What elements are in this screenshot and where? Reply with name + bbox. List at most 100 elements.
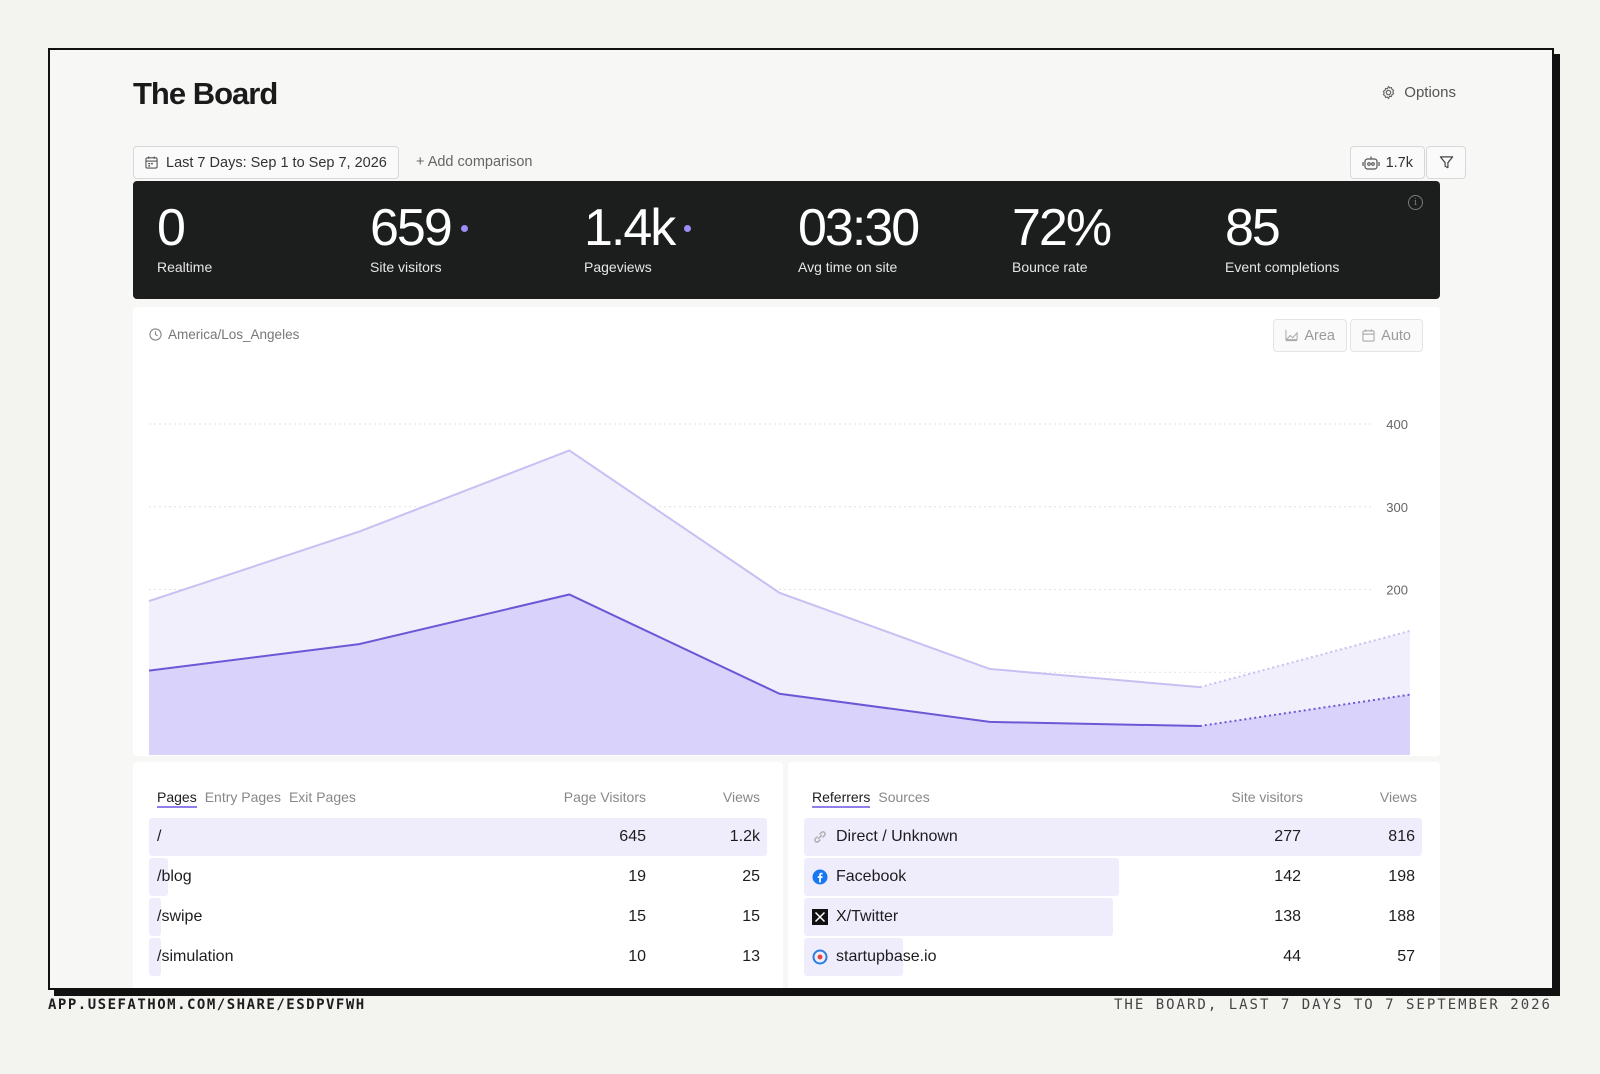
- stat-value: 0: [157, 199, 186, 257]
- options-label: Options: [1404, 84, 1456, 101]
- table-row[interactable]: X/Twitter 138 188: [804, 898, 1422, 936]
- filter-icon: [1439, 156, 1453, 169]
- bot-count: 1.7k: [1385, 154, 1413, 171]
- gear-icon: [1383, 85, 1395, 100]
- y-tick-label: 300: [1386, 500, 1408, 515]
- table-row[interactable]: Facebook 142 198: [804, 858, 1422, 896]
- info-icon[interactable]: i: [1408, 195, 1423, 210]
- robot-icon: [1361, 156, 1380, 170]
- stat-value: 72%: [1012, 199, 1112, 257]
- stat-label: Site visitors: [370, 259, 442, 275]
- dashboard-frame: The Board Options Last 7 Days: Sep 1 to …: [48, 48, 1554, 990]
- x-twitter-icon: [812, 909, 828, 925]
- stat-value: 03:30: [798, 199, 920, 257]
- series-line-partial: [1199, 629, 1411, 689]
- timezone-label: America/Los_Angeles: [149, 327, 299, 342]
- y-tick-label: 200: [1386, 583, 1408, 598]
- facebook-icon: [812, 869, 828, 885]
- stat-value: 85: [1225, 199, 1281, 257]
- area-chart-icon: [1285, 329, 1298, 342]
- referrers-panel: Referrers Sources Site visitors Views Di…: [788, 762, 1440, 988]
- calendar-icon: [145, 156, 158, 169]
- auto-interval-button[interactable]: Auto: [1350, 319, 1423, 352]
- tab-entry-pages[interactable]: Entry Pages: [204, 789, 281, 805]
- stat-event-completions[interactable]: 85 Event completions: [1225, 199, 1339, 275]
- tab-referrers[interactable]: Referrers: [812, 789, 871, 808]
- stat-realtime[interactable]: 0 Realtime: [157, 199, 212, 275]
- row-share-bar: [804, 858, 1120, 896]
- stat-value: 659: [370, 199, 453, 257]
- row-views: 198: [1388, 868, 1415, 885]
- col-views[interactable]: Views: [1379, 789, 1417, 805]
- stat-label: Pageviews: [584, 259, 652, 275]
- pages-panel: Pages Entry Pages Exit Pages Page Visito…: [133, 762, 783, 988]
- table-row[interactable]: / 645 1.2k: [149, 818, 767, 856]
- referrers-tabs: Referrers Sources: [812, 789, 930, 808]
- col-site-visitors[interactable]: Site visitors: [1231, 789, 1303, 805]
- row-share-bar: [804, 898, 1113, 936]
- stat-label: Event completions: [1225, 259, 1340, 275]
- row-label: startupbase.io: [836, 948, 937, 965]
- stat-label: Bounce rate: [1012, 259, 1088, 275]
- table-row[interactable]: /blog 19 25: [149, 858, 767, 896]
- col-page-visitors[interactable]: Page Visitors: [563, 789, 646, 805]
- area-chart-button[interactable]: Area: [1273, 319, 1347, 352]
- stat-site-visitors[interactable]: 659 Site visitors: [370, 199, 468, 275]
- row-label: /swipe: [157, 908, 203, 925]
- row-visitors: 645: [619, 828, 646, 845]
- tab-sources[interactable]: Sources: [878, 789, 930, 805]
- date-range-picker[interactable]: Last 7 Days: Sep 1 to Sep 7, 2026: [133, 146, 399, 179]
- stat-label: Realtime: [157, 259, 213, 275]
- table-row[interactable]: /simulation 10 13: [149, 938, 767, 976]
- series-line: [148, 449, 1200, 689]
- table-row[interactable]: startupbase.io 44 57: [804, 938, 1422, 976]
- add-comparison-button[interactable]: + Add comparison: [416, 154, 533, 170]
- auto-button-label: Auto: [1381, 327, 1411, 344]
- row-views: 25: [742, 868, 760, 885]
- row-label: X/Twitter: [836, 908, 899, 925]
- row-share-bar: [149, 898, 162, 936]
- series-dot: [460, 224, 468, 232]
- table-row[interactable]: Direct / Unknown 277 816: [804, 818, 1422, 856]
- row-views: 1.2k: [729, 828, 760, 845]
- row-visitors: 142: [1274, 868, 1301, 885]
- row-visitors: 19: [628, 868, 646, 885]
- series-line-partial: [1199, 693, 1411, 728]
- row-visitors: 15: [628, 908, 646, 925]
- stat-value: 1.4k: [584, 199, 676, 257]
- row-label: /simulation: [157, 948, 234, 965]
- bot-traffic-button[interactable]: 1.7k: [1349, 146, 1425, 179]
- row-visitors: 44: [1283, 948, 1301, 965]
- row-label: /: [157, 828, 162, 845]
- tab-pages[interactable]: Pages: [157, 789, 197, 808]
- stat-avg-time[interactable]: 03:30 Avg time on site: [798, 199, 920, 275]
- timezone-text: America/Los_Angeles: [168, 327, 300, 342]
- filter-button[interactable]: [1426, 146, 1466, 179]
- page-title: The Board: [133, 76, 278, 111]
- table-row[interactable]: /swipe 15 15: [149, 898, 767, 936]
- row-views: 13: [742, 948, 760, 965]
- stat-pageviews[interactable]: 1.4k Pageviews: [584, 199, 692, 275]
- row-visitors: 277: [1274, 828, 1301, 845]
- visitors-chart: 100200300400Sep 3, 2026Sep 5, 2026: [148, 417, 1411, 755]
- options-button[interactable]: Options: [1381, 84, 1456, 101]
- row-views: 188: [1388, 908, 1415, 925]
- y-tick-label: 400: [1386, 417, 1408, 432]
- series-area: [149, 594, 1410, 755]
- row-label: Direct / Unknown: [836, 828, 958, 845]
- col-views[interactable]: Views: [722, 789, 760, 805]
- footer-url: APP.USEFATHOM.COM/SHARE/ESDPVFWH: [48, 997, 366, 1013]
- date-range-label: Last 7 Days: Sep 1 to Sep 7, 2026: [166, 154, 387, 171]
- pages-tabs: Pages Entry Pages Exit Pages: [157, 789, 356, 808]
- link-icon: [812, 829, 828, 845]
- row-visitors: 10: [628, 948, 646, 965]
- series-line: [148, 593, 1200, 728]
- row-label: Facebook: [836, 868, 907, 885]
- row-views: 816: [1388, 828, 1415, 845]
- row-views: 15: [742, 908, 760, 925]
- footer-caption: THE BOARD, LAST 7 DAYS TO 7 SEPTEMBER 20…: [1113, 997, 1552, 1013]
- tab-exit-pages[interactable]: Exit Pages: [288, 789, 356, 805]
- area-button-label: Area: [1304, 327, 1335, 344]
- row-share-bar: [804, 818, 1422, 856]
- stat-bounce-rate[interactable]: 72% Bounce rate: [1012, 199, 1112, 275]
